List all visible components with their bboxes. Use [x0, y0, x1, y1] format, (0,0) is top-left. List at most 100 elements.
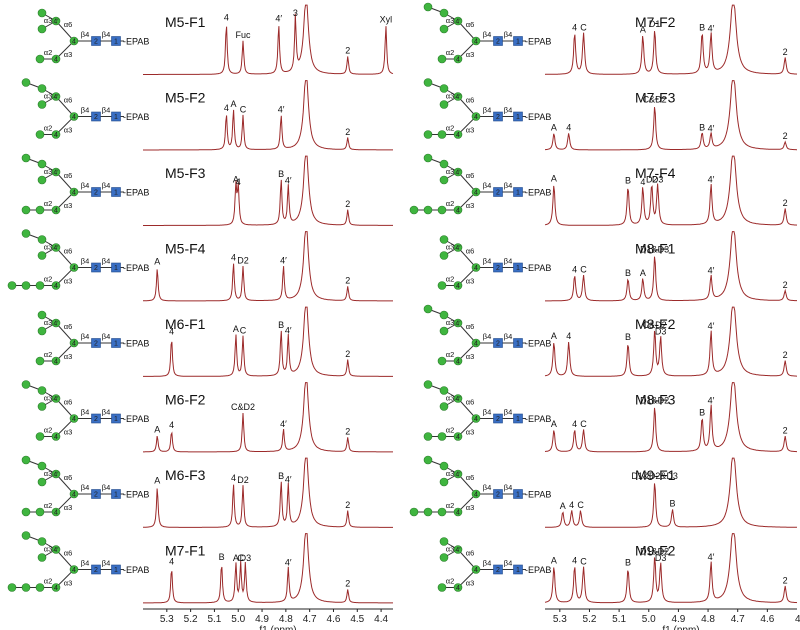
peak-label: B [699, 22, 705, 32]
peak-label: 2 [345, 127, 350, 137]
linkage-label: α6 [466, 20, 475, 29]
linkage-label: α6 [466, 549, 475, 558]
node-number: 1 [114, 114, 118, 121]
glycosidic-bond [457, 322, 477, 344]
peak-label: 2 [783, 425, 788, 435]
mannose-node [21, 153, 31, 163]
panel-title: M8-F2 [635, 316, 676, 332]
peak-label: A [233, 553, 239, 563]
mannose-node [439, 175, 449, 185]
peak-label: A [551, 555, 557, 565]
mannose-node [69, 187, 79, 197]
x-tick-label: 4.5 [795, 614, 800, 625]
linkage-label: α3 [64, 50, 73, 59]
linkage-label: β4 [483, 332, 492, 341]
linkage-label: β4 [81, 483, 90, 492]
aglycone-label: -EPAB [123, 263, 149, 273]
panel-title: M5-F1 [165, 14, 206, 30]
peak-label: 2 [345, 579, 350, 589]
peak-label: A [154, 257, 160, 267]
node-number: 1 [516, 39, 520, 46]
node-number: 4′ [53, 321, 59, 328]
peak-label: 3 [293, 8, 298, 18]
node-number: 2 [496, 265, 500, 272]
linkage-label: α3 [466, 277, 475, 286]
peak-label: C [577, 500, 584, 510]
panel-title: M5-F4 [165, 241, 206, 257]
glcnac-node [111, 111, 121, 122]
mannose-node [439, 477, 449, 487]
x-axis-title: f1 (ppm) [662, 625, 699, 630]
mannose-node [423, 304, 433, 314]
node-number: 2 [496, 114, 500, 121]
node-number: 4 [54, 434, 58, 441]
glycosidic-bond [55, 473, 75, 495]
linkage-label: β4 [504, 408, 513, 417]
node-number: 2 [496, 341, 500, 348]
mannose-node [21, 205, 31, 215]
node-number: 2 [496, 567, 500, 574]
mannose-node [471, 338, 481, 348]
linkage-label: α6 [64, 96, 73, 105]
node-number: 1 [516, 114, 520, 121]
mannose-node [37, 310, 47, 320]
peak-label: B [625, 332, 631, 342]
mannose-node [439, 461, 449, 471]
peak-label: D3 [652, 175, 664, 185]
aglycone-label: -EPAB [525, 565, 551, 575]
glcnac-node [91, 262, 101, 273]
mannose-node [471, 565, 481, 574]
peak-label: 4 [572, 419, 577, 429]
linkage-label: α3 [466, 50, 475, 59]
node-number: 4 [54, 359, 58, 366]
mannose-node [439, 326, 449, 336]
glycan-structure: 4 2 1 4′ 4 β4 β4 α6 α3 α3 α2 -EPAB [437, 537, 551, 592]
node-number: 4′ [53, 547, 59, 554]
peak-label: A [154, 475, 160, 485]
peak-label: B [278, 320, 284, 330]
linkage-label: β4 [102, 408, 111, 417]
linkage-label: β4 [504, 483, 513, 492]
glycan-structure: 4 2 1 4′ 4 β4 β4 α6 α3 α3 α2 -EPAB [409, 153, 551, 215]
node-number: 4 [474, 39, 478, 46]
peak-label: 2 [783, 350, 788, 360]
glycosidic-bond [55, 96, 75, 117]
mannose-node [439, 235, 449, 244]
mannose-node [453, 583, 463, 592]
linkage-label: α3 [466, 126, 475, 135]
peak-label: B [278, 169, 284, 179]
linkage-label: β4 [81, 257, 90, 266]
linkage-label: α3 [64, 579, 73, 588]
linkage-label: α3 [64, 352, 73, 361]
mannose-node [439, 402, 449, 411]
panel-title: M5-F2 [165, 90, 206, 106]
glycosidic-bond [55, 20, 75, 42]
node-number: 4′ [455, 170, 461, 177]
spectrum-trace [544, 155, 798, 226]
linkage-label: β4 [102, 257, 111, 266]
mannose-node [37, 326, 47, 336]
glcnac-node [493, 36, 503, 46]
peak-label: 4′ [278, 105, 285, 115]
linkage-label: α2 [44, 199, 53, 208]
linkage-label: α6 [466, 171, 475, 180]
glycosidic-bond [55, 398, 75, 419]
glcnac-node [91, 564, 101, 575]
peak-label: C [580, 419, 587, 429]
glcnac-node [493, 489, 503, 499]
mannose-node [453, 205, 463, 215]
linkage-label: α3 [446, 545, 455, 554]
mannose-node [51, 92, 61, 101]
linkage-label: α2 [44, 124, 53, 133]
mannose-node [35, 507, 45, 517]
peak-label: 2 [783, 47, 788, 57]
linkage-label: α3 [446, 243, 455, 252]
glycosidic-bond [55, 247, 75, 268]
glycan-structure: 4 2 1 4′ 4 β4 β4 α6 α3 α3 α2 -EPAB [21, 455, 149, 517]
mannose-node [409, 507, 419, 517]
node-number: 2 [94, 114, 98, 121]
peak-label: Xyl [380, 15, 393, 25]
mannose-node [423, 455, 433, 465]
